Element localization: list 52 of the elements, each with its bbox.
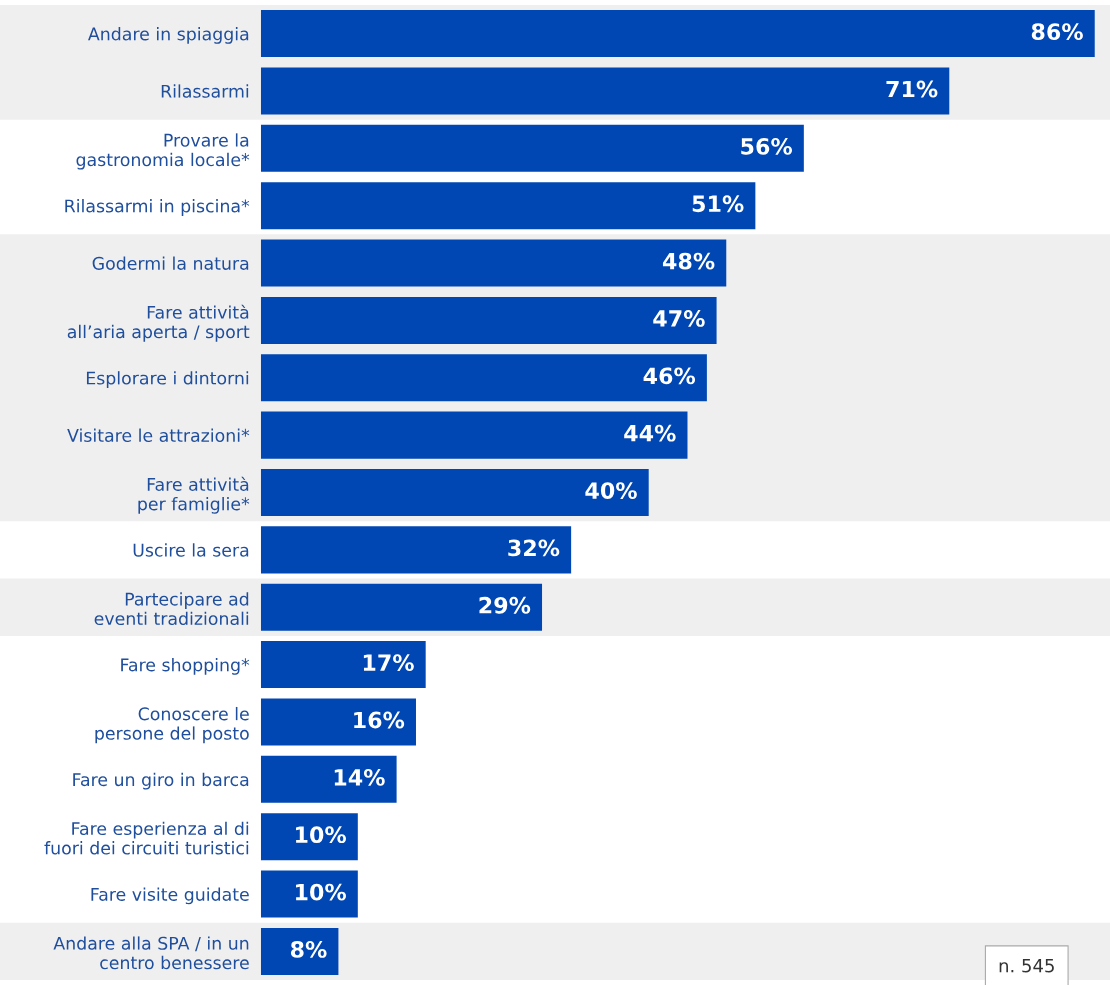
y-tick-label: Godermi la natura — [92, 256, 249, 270]
annotation: n. 545 — [999, 959, 1054, 973]
bar — [260, 698, 416, 746]
y-tick-label: Partecipare ad eventi tradizionali — [94, 592, 249, 626]
bar — [260, 755, 397, 803]
y-tick-label: Andare in spiaggia — [88, 27, 249, 44]
y-tick-label: Provare la gastronomia locale* — [76, 133, 250, 170]
y-tick-label: Rilassarmi — [161, 84, 249, 98]
y-tick-label: Fare esperienza al di fuori dei circuiti turistici — [44, 821, 249, 855]
bar — [260, 296, 717, 344]
y-tick-label: Fare attività all’aria aperta / sport — [67, 304, 250, 342]
bar — [260, 526, 572, 574]
y-tick-label: Rilassarmi in piscina* — [65, 199, 250, 216]
bar — [260, 124, 804, 172]
y-tick-label: Fare un giro in barca — [73, 772, 249, 790]
data-label: 17% — [363, 654, 414, 672]
bar — [260, 10, 1095, 58]
y-tick-label: Esplorare i dintorni — [86, 371, 249, 388]
bar — [260, 927, 339, 975]
bar — [260, 354, 707, 402]
y-tick-label: Fare visite guidate — [91, 887, 249, 905]
data-label: 14% — [334, 768, 385, 786]
y-tick-label: Visitare le attrazioni* — [67, 428, 250, 442]
y-tick-label: Fare attività per famiglie* — [138, 476, 250, 514]
data-label: 46% — [643, 367, 696, 385]
data-label: 10% — [296, 826, 346, 844]
y-tick-label: Uscire la sera — [133, 543, 249, 557]
data-label: 44% — [624, 424, 676, 442]
data-label: 86% — [1031, 23, 1083, 41]
y-tick-label: Conoscere le persone del posto — [95, 706, 249, 744]
data-label: 8% — [290, 941, 327, 958]
bar — [260, 67, 950, 115]
data-label: 29% — [479, 596, 531, 614]
y-tick-label: Fare shopping* — [121, 657, 250, 675]
data-label: 56% — [741, 137, 793, 155]
data-label: 48% — [662, 252, 715, 270]
bar — [260, 239, 727, 287]
bar — [260, 641, 426, 689]
bar — [260, 870, 358, 918]
data-label: 16% — [354, 711, 405, 729]
bar — [260, 583, 543, 631]
data-label: 10% — [296, 883, 346, 901]
data-label: 47% — [653, 310, 705, 327]
data-label: 71% — [886, 80, 938, 98]
bar — [260, 411, 688, 459]
data-label: 40% — [585, 482, 637, 499]
y-tick-label: Andare alla SPA / in un centro benessere — [53, 936, 249, 970]
bar — [260, 813, 358, 861]
data-label: 32% — [508, 539, 560, 557]
data-label: 51% — [692, 195, 744, 213]
bar — [260, 468, 649, 517]
bar — [260, 182, 756, 230]
